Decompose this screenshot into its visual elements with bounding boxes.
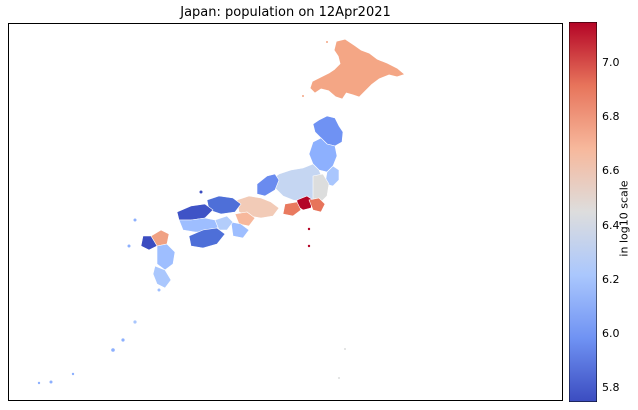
japan-map	[37, 39, 405, 385]
island-mark	[127, 244, 131, 248]
osaka-region	[234, 211, 256, 227]
map-area	[8, 23, 563, 401]
shikoku-region	[188, 227, 226, 249]
island-mark	[302, 95, 304, 97]
chugoku-north-region	[176, 203, 214, 221]
island-mark	[338, 377, 340, 379]
colorbar-label: in log10 scale	[617, 180, 631, 257]
tohoku-north-region	[312, 115, 344, 147]
hokkaido-region	[310, 39, 405, 99]
hokuriku-region	[256, 173, 280, 197]
colorbar-tick-label: 7.0	[602, 55, 620, 69]
island-mark	[133, 320, 137, 324]
kyushu-central-region	[156, 243, 176, 271]
colorbar-tick-label: 6.0	[602, 327, 620, 341]
island-mark	[157, 288, 161, 292]
saitama-region	[308, 197, 326, 213]
island-mark	[71, 372, 75, 376]
colorbar-tick-label: 5.8	[602, 381, 620, 395]
island-mark	[199, 190, 203, 194]
island-mark	[121, 338, 125, 342]
island-mark	[49, 380, 53, 384]
colorbar-tick-label: 6.4	[602, 218, 620, 232]
kyushu-west-region	[140, 235, 158, 251]
colorbar-gradient	[569, 22, 597, 402]
kyushu-south-region	[152, 265, 172, 289]
island-mark	[307, 244, 311, 248]
island-mark	[111, 348, 115, 352]
island-mark	[37, 381, 41, 385]
island-mark	[344, 348, 346, 350]
island-mark	[133, 218, 137, 222]
island-mark	[307, 227, 311, 231]
kinki-south-region	[230, 221, 250, 239]
chart-title: Japan: population on 12Apr2021	[180, 5, 391, 20]
island-mark	[326, 41, 328, 43]
colorbar-tick-label: 6.2	[602, 272, 620, 286]
colorbar-tick-label: 6.8	[602, 110, 620, 123]
colorbar-tick-label: 6.6	[602, 164, 620, 178]
kanagawa-region	[282, 201, 302, 217]
colorbar	[569, 22, 597, 402]
hiroshima-region	[214, 215, 234, 231]
